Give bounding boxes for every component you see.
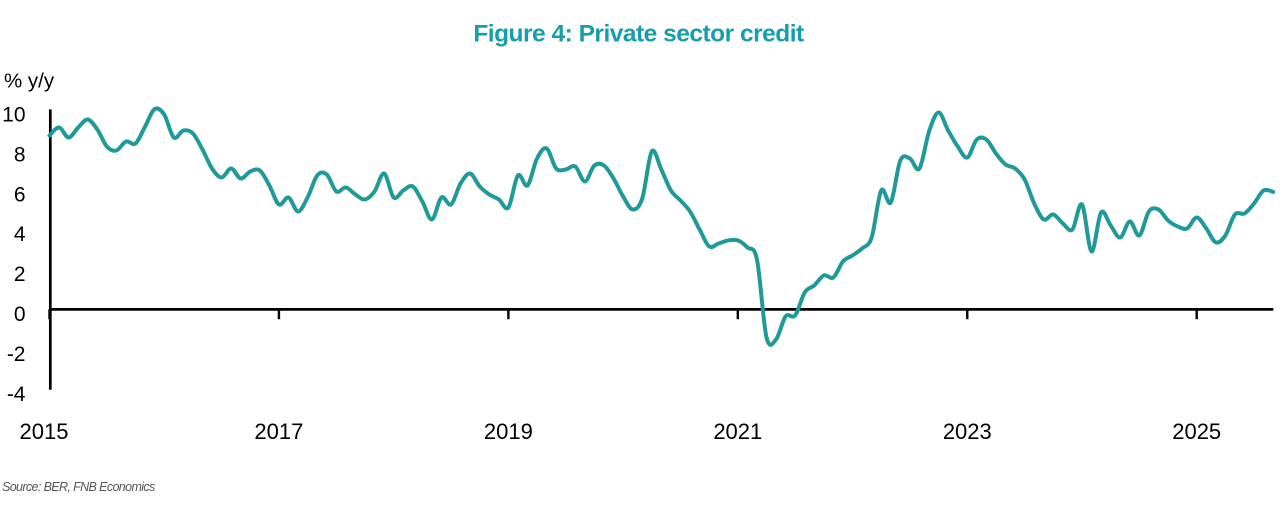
svg-text:2017: 2017 [254, 419, 303, 444]
svg-text:4: 4 [14, 223, 26, 246]
svg-text:-4: -4 [7, 383, 26, 406]
svg-text:8: 8 [14, 143, 26, 166]
svg-text:2015: 2015 [20, 419, 69, 444]
svg-text:2023: 2023 [943, 419, 992, 444]
svg-text:% y/y: % y/y [4, 70, 55, 93]
svg-text:2019: 2019 [484, 419, 533, 444]
svg-text:Figure 4: Private sector credi: Figure 4: Private sector credit [473, 21, 804, 48]
svg-text:-2: -2 [7, 343, 26, 366]
svg-text:6: 6 [14, 183, 26, 206]
svg-text:2021: 2021 [713, 419, 762, 444]
svg-text:2: 2 [14, 263, 26, 286]
svg-text:2025: 2025 [1172, 419, 1221, 444]
svg-text:10: 10 [2, 103, 25, 126]
svg-text:Source: BER, FNB Economics: Source: BER, FNB Economics [2, 480, 155, 494]
svg-text:0: 0 [14, 303, 26, 326]
